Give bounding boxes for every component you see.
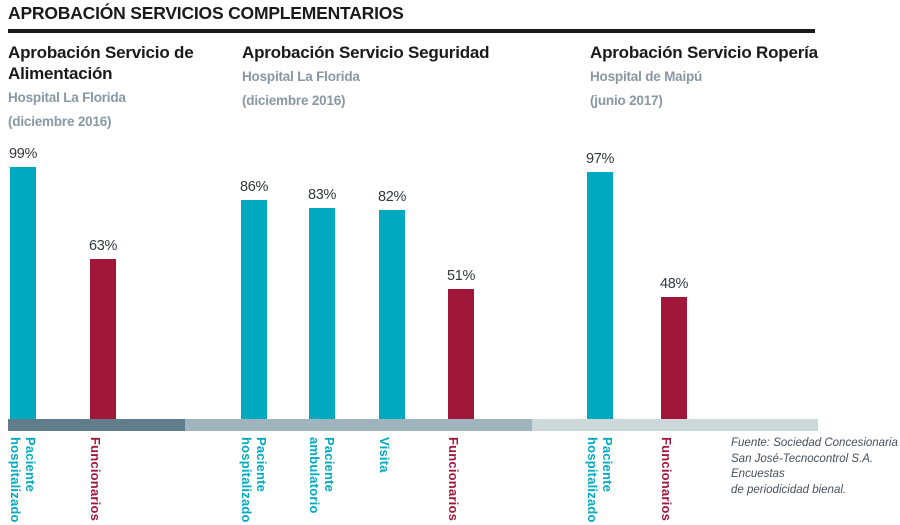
bar-value-label: 51% [446,268,476,284]
bar [309,208,335,419]
axis-baseline-segment [8,419,185,431]
page-title: APROBACIÓN SERVICIOS COMPLEMENTARIOS [8,3,404,23]
bar-category-label: Paciente hospitalizado [585,437,615,523]
bar [448,289,474,419]
chart-header-seguridad: Aprobación Servicio Seguridad Hospital L… [242,42,562,109]
bar-value-label: 48% [659,276,689,292]
chart-header-alimentacion: Aprobación Servicio de Alimentación Hosp… [8,42,208,130]
bar [587,172,613,419]
chart-title: Aprobación Servicio Seguridad [242,43,490,62]
bar [90,259,116,419]
bar-category-label: Funcionarios [88,437,103,522]
axis-baseline-segment [532,419,818,431]
bar [10,167,36,419]
bar-category-label: Funcionarios [659,437,674,522]
bar [661,297,687,419]
bar-value-label: 63% [88,238,118,254]
source-note-line: Fuente: Sociedad Concesionaria [731,437,898,449]
bar-value-label: 97% [585,151,615,167]
bar-value-label: 83% [307,187,337,203]
chart-title: Aprobación Servicio Ropería [590,43,818,62]
axis-baseline-segment [185,419,532,431]
bar-category-label: Visita [377,437,392,473]
source-note-line: de periodicidad bienal. [731,483,847,496]
chart-header-roperia: Aprobación Servicio Ropería Hospital de … [590,42,890,109]
chart-period: (diciembre 2016) [242,93,346,108]
source-note-line: San José-Tecnocontrol S.A. Encuestas [731,452,874,481]
bar-value-label: 86% [239,179,269,195]
bar-category-label: Paciente hospitalizado [239,437,269,523]
chart-title: Aprobación Servicio de Alimentación [8,43,194,83]
bar-value-label: 99% [8,146,38,162]
chart-period: (diciembre 2016) [8,114,112,129]
title-rule [8,29,815,33]
chart-subtitle: Hospital La Florida [242,69,360,84]
bar-category-label: Funcionarios [446,437,461,522]
chart-subtitle: Hospital de Maipú [590,69,703,84]
bar [241,200,267,419]
bar-value-label: 82% [377,189,407,205]
bar-category-label: Paciente hospitalizado [8,437,38,523]
chart-period: (junio 2017) [590,93,663,108]
bar-category-label: Paciente ambulatorio [307,437,337,514]
chart-subtitle: Hospital La Florida [8,90,126,105]
bar [379,210,405,419]
source-note: Fuente: Sociedad Concesionaria San José-… [731,436,900,498]
